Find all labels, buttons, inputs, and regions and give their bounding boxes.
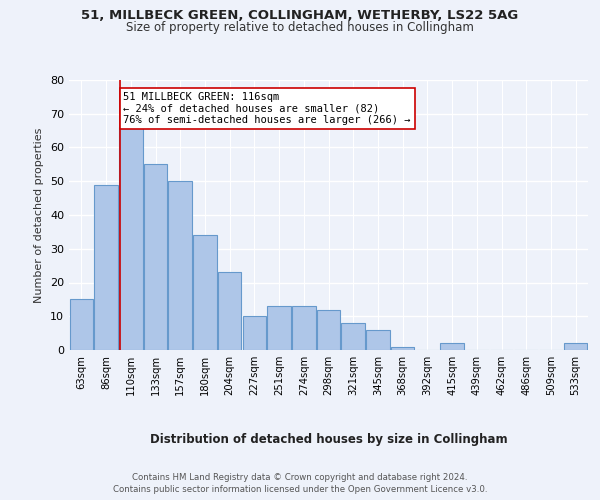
Text: Contains public sector information licensed under the Open Government Licence v3: Contains public sector information licen…: [113, 485, 487, 494]
Bar: [268, 306, 291, 350]
Bar: [242, 316, 266, 350]
Text: Distribution of detached houses by size in Collingham: Distribution of detached houses by size …: [150, 432, 508, 446]
Text: Contains HM Land Registry data © Crown copyright and database right 2024.: Contains HM Land Registry data © Crown c…: [132, 472, 468, 482]
Bar: [144, 164, 167, 350]
Bar: [193, 236, 217, 350]
Text: 51 MILLBECK GREEN: 116sqm
← 24% of detached houses are smaller (82)
76% of semi-: 51 MILLBECK GREEN: 116sqm ← 24% of detac…: [124, 92, 411, 125]
Bar: [292, 306, 316, 350]
Bar: [366, 330, 389, 350]
Bar: [169, 181, 192, 350]
Bar: [218, 272, 241, 350]
Text: Size of property relative to detached houses in Collingham: Size of property relative to detached ho…: [126, 21, 474, 34]
Text: 51, MILLBECK GREEN, COLLINGHAM, WETHERBY, LS22 5AG: 51, MILLBECK GREEN, COLLINGHAM, WETHERBY…: [82, 9, 518, 22]
Bar: [341, 323, 365, 350]
Bar: [119, 127, 143, 350]
Bar: [564, 343, 587, 350]
Bar: [70, 300, 93, 350]
Bar: [317, 310, 340, 350]
Bar: [391, 346, 415, 350]
Bar: [94, 184, 118, 350]
Y-axis label: Number of detached properties: Number of detached properties: [34, 128, 44, 302]
Bar: [440, 343, 464, 350]
